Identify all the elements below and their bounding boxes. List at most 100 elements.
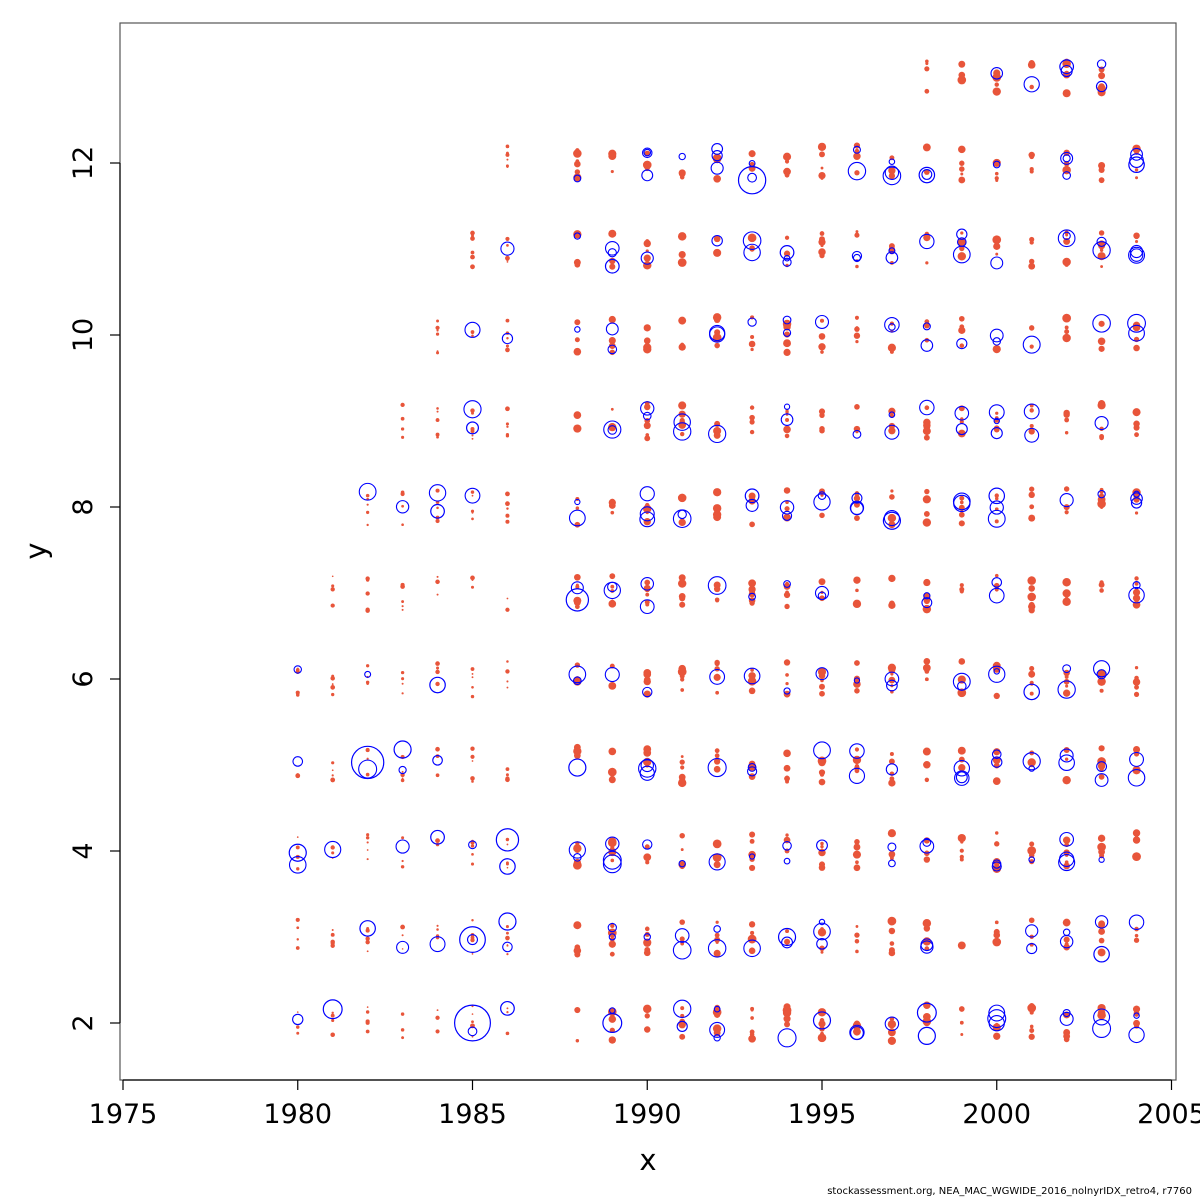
residual-bubble — [678, 152, 686, 161]
observation-dot — [401, 504, 404, 508]
residual-bubble — [992, 160, 1001, 169]
observation-dot — [1132, 765, 1141, 775]
residual-bubble — [988, 404, 1005, 421]
observation-dot — [573, 860, 582, 870]
observation-dot — [400, 924, 405, 930]
observation-dot — [820, 350, 824, 354]
residual-bubble-large — [498, 912, 517, 931]
observation-dot — [748, 492, 756, 500]
observation-dot — [855, 588, 859, 593]
observation-dot — [749, 405, 755, 410]
observation-dot — [1097, 669, 1106, 678]
residual-bubble — [780, 413, 794, 427]
observation-dot — [1064, 757, 1069, 761]
observation-dot — [436, 329, 439, 332]
residual-bubble — [398, 765, 407, 775]
observation-dot — [642, 160, 652, 170]
observation-dot — [435, 579, 440, 585]
observation-dot — [890, 171, 894, 175]
observation-dot — [677, 493, 687, 503]
observation-dot — [1029, 325, 1035, 331]
residual-bubble — [642, 411, 652, 421]
observation-dot — [1062, 918, 1071, 927]
residual-bubble — [1058, 854, 1076, 872]
observation-dot — [471, 918, 474, 922]
residual-bubble — [991, 756, 1003, 768]
residual-bubble — [1096, 236, 1107, 247]
residual-bubble — [1093, 660, 1111, 678]
observation-dot — [1098, 928, 1105, 935]
observation-dot — [750, 930, 755, 936]
residual-bubble — [956, 228, 968, 240]
observation-dot — [924, 946, 930, 952]
observation-dot — [435, 681, 440, 687]
observation-dot — [1029, 1027, 1035, 1033]
observation-dot — [609, 684, 615, 689]
observation-dot — [783, 250, 791, 257]
observation-dot — [574, 521, 581, 528]
residual-bubble — [888, 323, 896, 331]
observation-dot — [819, 595, 825, 602]
residual-bubble — [639, 506, 655, 522]
observation-dot — [1065, 684, 1069, 688]
residual-bubble — [574, 326, 581, 333]
observation-dot — [1063, 1032, 1071, 1040]
observation-dot — [400, 778, 405, 783]
observation-dot — [295, 946, 300, 950]
observation-dot — [785, 410, 789, 414]
observation-dot — [1029, 691, 1034, 696]
observation-dot — [783, 339, 791, 348]
observation-dot — [820, 841, 824, 846]
observation-dot — [818, 861, 826, 868]
observation-dot — [365, 609, 370, 613]
residual-bubble — [923, 592, 931, 600]
observation-dot — [818, 408, 826, 415]
observation-dot — [713, 248, 722, 257]
residual-bubble — [988, 1004, 1006, 1022]
residual-bubble — [988, 665, 1006, 683]
observation-dot — [678, 421, 687, 429]
observation-dot — [1134, 498, 1139, 503]
observation-dot — [992, 87, 1001, 96]
observation-dot — [1063, 678, 1070, 685]
observation-dot — [609, 263, 616, 270]
observation-dot — [608, 498, 616, 507]
residual-bubble — [884, 165, 900, 180]
observation-dot — [365, 1029, 370, 1034]
observation-dot — [295, 690, 300, 695]
observation-dot — [1064, 942, 1069, 947]
observation-dot — [609, 349, 616, 356]
residual-bubble — [707, 758, 727, 778]
observation-dot — [1100, 938, 1104, 942]
residual-bubble-large — [350, 745, 385, 780]
observation-dot — [994, 176, 999, 181]
observation-dot — [401, 777, 404, 780]
observation-dot — [1063, 411, 1070, 418]
residual-bubble — [777, 1028, 797, 1048]
residual-bubble — [1130, 492, 1143, 505]
residual-bubble — [1094, 773, 1109, 787]
residual-bubble-large — [604, 258, 620, 274]
observation-dot — [959, 854, 964, 859]
observation-dot — [819, 488, 825, 495]
observation-dot — [713, 673, 721, 681]
observation-dot — [1132, 829, 1141, 837]
observation-dot — [1097, 1009, 1106, 1017]
observation-dot — [609, 936, 615, 942]
observation-dot — [470, 230, 475, 236]
observation-dot — [818, 343, 826, 351]
observation-dot — [471, 1020, 474, 1024]
observation-dot — [818, 578, 826, 586]
observation-dot — [505, 519, 510, 524]
observation-dot — [677, 579, 687, 588]
observation-dot — [959, 431, 965, 437]
observation-dot — [923, 760, 931, 769]
y-axis: 2 4 6 8 10 12 — [68, 146, 121, 1032]
observation-dot — [748, 687, 756, 695]
residual-bubble — [818, 918, 826, 926]
observation-dot — [505, 513, 510, 518]
observation-dot — [888, 243, 895, 249]
residual-bubble — [747, 762, 757, 772]
observation-dot — [365, 936, 370, 941]
observation-dot — [679, 759, 685, 765]
